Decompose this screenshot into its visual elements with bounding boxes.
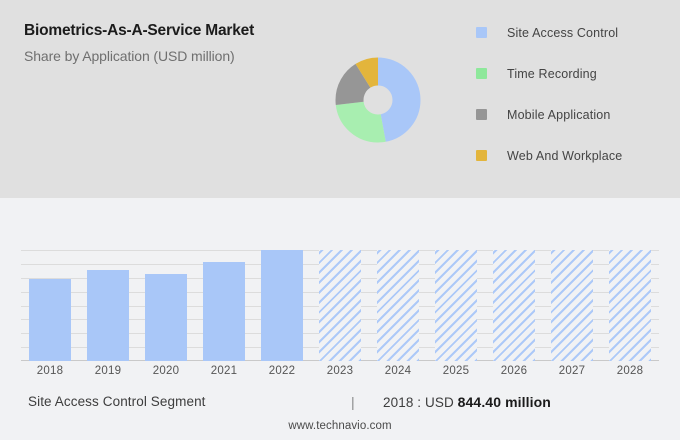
bar-slot bbox=[253, 250, 311, 361]
footer-divider: | bbox=[351, 394, 355, 410]
bar-2023[interactable] bbox=[319, 250, 361, 361]
donut-chart-svg bbox=[335, 57, 421, 143]
footer-value-prefix: 2018 : USD bbox=[383, 395, 454, 410]
bar-slot bbox=[543, 250, 601, 361]
bar-slot bbox=[21, 250, 79, 361]
bar-slot bbox=[485, 250, 543, 361]
footer-segment-label: Site Access Control Segment bbox=[28, 394, 206, 409]
bar-2020[interactable] bbox=[145, 274, 187, 361]
square-swatch-icon bbox=[476, 68, 487, 79]
x-axis-tick-label: 2025 bbox=[442, 365, 470, 377]
bar-slot bbox=[311, 250, 369, 361]
donut-slice-mobile-application bbox=[335, 57, 421, 143]
page-title: Biometrics-As-A-Service Market bbox=[24, 22, 255, 39]
legend-item[interactable]: Time Recording bbox=[476, 53, 672, 94]
bar-2025[interactable] bbox=[435, 250, 477, 361]
bar-series bbox=[21, 250, 659, 361]
bar-slot bbox=[79, 250, 137, 361]
x-axis-tick-label: 2018 bbox=[36, 365, 64, 377]
footer: Site Access Control Segment | 2018 : USD… bbox=[0, 394, 680, 420]
top-panel: Biometrics-As-A-Service Market Share by … bbox=[0, 0, 680, 198]
legend-item[interactable]: Mobile Application bbox=[476, 94, 672, 135]
bar-2019[interactable] bbox=[87, 270, 129, 361]
bar-2027[interactable] bbox=[551, 250, 593, 361]
bottom-panel: 2018 2019 2020 2021 2022 2023 2024 2025 … bbox=[0, 198, 680, 440]
legend-item[interactable]: Web And Workplace bbox=[476, 135, 672, 176]
x-axis-tick-label: 2026 bbox=[500, 365, 528, 377]
bar-2024[interactable] bbox=[377, 250, 419, 361]
square-swatch-icon bbox=[476, 109, 487, 120]
donut-chart bbox=[321, 43, 435, 157]
x-axis-tick-label: 2019 bbox=[94, 365, 122, 377]
bar-slot bbox=[369, 250, 427, 361]
legend-item-label: Mobile Application bbox=[507, 107, 611, 122]
site-url[interactable]: www.technavio.com bbox=[288, 420, 392, 432]
donut-slice-time-recording bbox=[335, 57, 421, 143]
x-axis-tick-label: 2024 bbox=[384, 365, 412, 377]
footer-value: 2018 : USD 844.40 million bbox=[383, 394, 551, 410]
legend-item[interactable]: Site Access Control bbox=[476, 12, 672, 53]
legend-item-label: Time Recording bbox=[507, 66, 597, 81]
legend-item-label: Web And Workplace bbox=[507, 148, 623, 163]
square-swatch-icon bbox=[476, 27, 487, 38]
title-block: Biometrics-As-A-Service Market Share by … bbox=[24, 22, 324, 64]
x-axis-tick-label: 2027 bbox=[558, 365, 586, 377]
bar-slot bbox=[195, 250, 253, 361]
square-swatch-icon bbox=[476, 150, 487, 161]
x-axis-labels: 2018 2019 2020 2021 2022 2023 2024 2025 … bbox=[21, 365, 659, 377]
legend-item-label: Site Access Control bbox=[507, 25, 619, 40]
bar-2022[interactable] bbox=[261, 250, 303, 361]
x-axis-tick-label: 2021 bbox=[210, 365, 238, 377]
x-axis-tick-label: 2028 bbox=[616, 365, 644, 377]
bar-2028[interactable] bbox=[609, 250, 651, 361]
x-axis-tick-label: 2023 bbox=[326, 365, 354, 377]
bar-slot bbox=[427, 250, 485, 361]
page-subtitle: Share by Application (USD million) bbox=[24, 47, 235, 64]
bar-slot bbox=[137, 250, 195, 361]
legend: Site Access Control Time Recording Mobil… bbox=[476, 12, 672, 176]
x-axis-tick-label: 2020 bbox=[152, 365, 180, 377]
bar-slot bbox=[601, 250, 659, 361]
footer-value-amount: 844.40 million bbox=[457, 394, 551, 410]
bar-2026[interactable] bbox=[493, 250, 535, 361]
bar-chart bbox=[21, 250, 659, 361]
bar-2021[interactable] bbox=[203, 262, 245, 361]
bar-2018[interactable] bbox=[29, 279, 71, 361]
x-axis-tick-label: 2022 bbox=[268, 365, 296, 377]
donut-slice-web-and-workplace bbox=[335, 57, 421, 143]
